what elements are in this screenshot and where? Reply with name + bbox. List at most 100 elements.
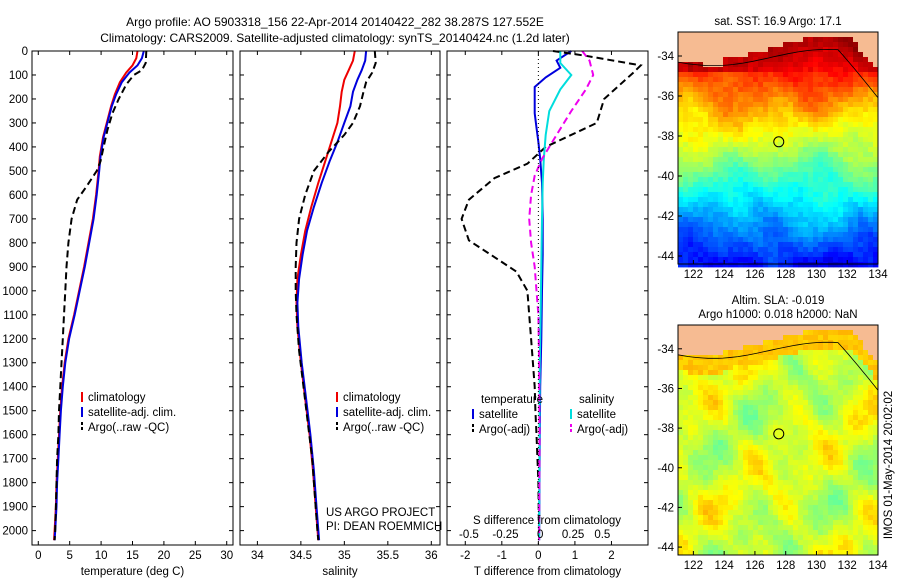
- heatmap-cell: [843, 222, 849, 228]
- heatmap-cell: [843, 177, 849, 183]
- heatmap-cell: [718, 187, 724, 193]
- heatmap-cell: [698, 325, 704, 331]
- heatmap-cell: [863, 345, 869, 351]
- y-tick-label: -36: [657, 383, 674, 395]
- heatmap-cell: [873, 197, 879, 203]
- heatmap-cell: [808, 325, 814, 331]
- heatmap-cell: [723, 330, 729, 336]
- heatmap-cell: [833, 545, 839, 551]
- heatmap-cell: [823, 335, 829, 341]
- heatmap-cell: [748, 340, 754, 346]
- heatmap-cell: [818, 450, 824, 456]
- heatmap-cell: [703, 57, 709, 63]
- heatmap-cell: [813, 490, 819, 496]
- heatmap-cell: [733, 117, 739, 123]
- heatmap-cell: [758, 550, 764, 556]
- heatmap-cell: [873, 47, 879, 53]
- heatmap-cell: [773, 197, 779, 203]
- heatmap-cell: [813, 197, 819, 203]
- heatmap-cell: [768, 535, 774, 541]
- heatmap-cell: [848, 127, 854, 133]
- heatmap-cell: [813, 162, 819, 168]
- heatmap-cell: [753, 515, 759, 521]
- heatmap-cell: [753, 330, 759, 336]
- heatmap-cell: [703, 37, 709, 43]
- heatmap-cell: [803, 32, 809, 38]
- heatmap-cell: [798, 127, 804, 133]
- heatmap-cell: [693, 510, 699, 516]
- heatmap-cell: [733, 152, 739, 158]
- heatmap-cell: [818, 227, 824, 233]
- heatmap-cell: [763, 470, 769, 476]
- heatmap-cell: [798, 450, 804, 456]
- heatmap-cell: [833, 495, 839, 501]
- heatmap-cell: [778, 545, 784, 551]
- heatmap-cell: [698, 340, 704, 346]
- heatmap-cell: [743, 515, 749, 521]
- heatmap-cell: [678, 330, 684, 336]
- heatmap-cell: [853, 122, 859, 128]
- heatmap-cell: [723, 540, 729, 546]
- series-line-3-4: [528, 50, 595, 541]
- heatmap-cell: [698, 227, 704, 233]
- heatmap-cell: [738, 510, 744, 516]
- heatmap-cell: [873, 455, 879, 461]
- heatmap-cell: [683, 335, 689, 341]
- heatmap-cell: [873, 67, 879, 73]
- heatmap-cell: [743, 232, 749, 238]
- heatmap-cell: [863, 475, 869, 481]
- heatmap-cell: [873, 122, 879, 128]
- heatmap-cell: [748, 182, 754, 188]
- heatmap-cell: [688, 370, 694, 376]
- heatmap-cell: [693, 435, 699, 441]
- heatmap-cell: [813, 445, 819, 451]
- heatmap-cell: [733, 465, 739, 471]
- heatmap-cell: [798, 545, 804, 551]
- heatmap-cell: [798, 117, 804, 123]
- heatmap-cell: [838, 167, 844, 173]
- heatmap-cell: [873, 157, 879, 163]
- heatmap-cell: [688, 72, 694, 78]
- heatmap-cell: [708, 257, 714, 263]
- heatmap-cell: [758, 440, 764, 446]
- heatmap-cell: [708, 335, 714, 341]
- heatmap-cell: [838, 350, 844, 356]
- heatmap-cell: [723, 425, 729, 431]
- heatmap-cells: [678, 325, 879, 556]
- heatmap-cell: [858, 525, 864, 531]
- heatmap-cell: [828, 430, 834, 436]
- heatmap-cell: [708, 520, 714, 526]
- heatmap-cell: [868, 440, 874, 446]
- heatmap-cell: [853, 325, 859, 331]
- heatmap-cell: [798, 345, 804, 351]
- heatmap-cell: [738, 365, 744, 371]
- heatmap-cell: [858, 470, 864, 476]
- heatmap-cell: [758, 222, 764, 228]
- heatmap-cell: [743, 445, 749, 451]
- heatmap-cell: [853, 262, 859, 268]
- heatmap-cell: [698, 182, 704, 188]
- heatmap-cell: [738, 87, 744, 93]
- heatmap-cell: [768, 530, 774, 536]
- heatmap-cell: [768, 465, 774, 471]
- heatmap-cell: [703, 92, 709, 98]
- heatmap-cell: [753, 102, 759, 108]
- heatmap-cell: [758, 167, 764, 173]
- heatmap-cell: [868, 335, 874, 341]
- heatmap-cell: [858, 365, 864, 371]
- heatmap-cell: [838, 455, 844, 461]
- heatmap-cell: [838, 242, 844, 248]
- heatmap-cell: [738, 52, 744, 58]
- heatmap-cell: [768, 365, 774, 371]
- heatmap-cell: [833, 82, 839, 88]
- heatmap-cell: [803, 132, 809, 138]
- heatmap-cell: [703, 330, 709, 336]
- heatmap-cell: [773, 330, 779, 336]
- heatmap-cell: [718, 222, 724, 228]
- heatmap-cell: [693, 217, 699, 223]
- heatmap-cell: [743, 545, 749, 551]
- heatmap-cell: [773, 390, 779, 396]
- heatmap-cell: [738, 202, 744, 208]
- heatmap-cell: [768, 137, 774, 143]
